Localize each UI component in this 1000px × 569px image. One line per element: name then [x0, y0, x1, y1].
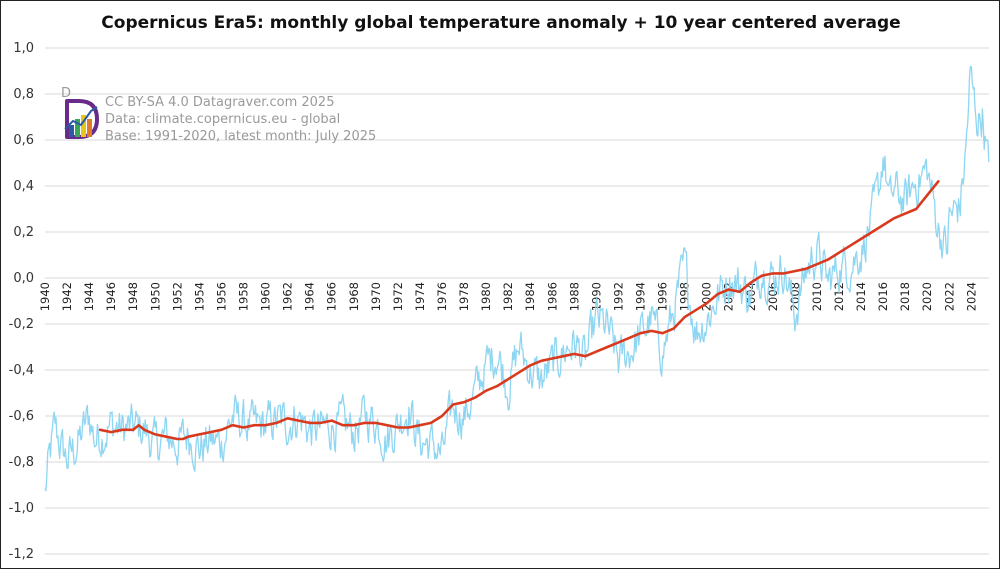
y-tick-label: -0,2: [9, 317, 34, 332]
x-tick-label: 1988: [567, 282, 581, 311]
x-tick-label: 1956: [214, 282, 228, 311]
logo-bar: [81, 115, 86, 137]
x-tick-label: 1952: [170, 282, 184, 311]
x-tick-label: 2000: [700, 282, 714, 311]
x-tick-label: 1940: [38, 282, 52, 311]
y-tick-label: -0,4: [9, 363, 34, 378]
x-tick-label: 1962: [281, 282, 295, 311]
x-tick-label: 1976: [435, 282, 449, 311]
x-tick-label: 1954: [192, 282, 206, 311]
monthly-anomaly-line: [44, 65, 990, 492]
x-tick-label: 1948: [126, 282, 140, 311]
credit-line-3: Base: 1991-2020, latest month: July 2025: [105, 129, 376, 144]
y-tick-labels: 1,0 0,8 0,6 0,4 0,2 0,0 -0,2 -0,4 -0,6 -0,8 -1,0 -1…: [9, 41, 34, 562]
x-tick-label: 1968: [347, 282, 361, 311]
x-tick-label: 1994: [634, 282, 648, 311]
y-tick-label: 1,0: [13, 41, 34, 56]
x-tick-labels: 1940 1942 1944 1946 1948 1950 1952 1954 1956 1958…: [38, 282, 978, 311]
x-tick-label: 2022: [942, 282, 956, 311]
x-tick-label: 2014: [854, 282, 868, 311]
credit-line-2: Data: climate.copernicus.eu - global: [105, 112, 340, 127]
x-tick-label: 1942: [60, 282, 74, 311]
x-tick-label: 1984: [523, 282, 537, 311]
x-tick-label: 1990: [589, 282, 603, 311]
datagraver-logo: D: [61, 86, 99, 139]
x-tick-label: 2024: [964, 282, 978, 311]
y-tick-label: 0,0: [13, 271, 34, 286]
ten-year-average-series: [98, 180, 940, 441]
logo-trend-line: [64, 106, 98, 130]
x-tick-label: 1958: [237, 282, 251, 311]
credit-line-1: CC BY-SA 4.0 Datagraver.com 2025: [105, 95, 334, 110]
monthly-anomaly-series: [44, 65, 990, 492]
x-tick-label: 1980: [479, 282, 493, 311]
x-tick-label: 2010: [810, 282, 824, 311]
x-tick-label: 1966: [325, 282, 339, 311]
x-tick-label: 1992: [611, 282, 625, 311]
y-tick-label: -0,6: [9, 409, 34, 424]
x-tick-label: 1982: [501, 282, 515, 311]
x-tick-label: 2006: [766, 282, 780, 311]
y-tick-label: -1,0: [9, 501, 34, 516]
logo-bar: [87, 119, 92, 137]
chart-title: Copernicus Era5: monthly global temperat…: [101, 13, 900, 33]
x-tick-label: 1944: [82, 282, 96, 311]
x-tick-label: 1972: [391, 282, 405, 311]
logo-letter: D: [61, 86, 71, 101]
x-tick-label: 2018: [898, 282, 912, 311]
y-tick-label: 0,4: [13, 179, 34, 194]
x-tick-label: 2020: [920, 282, 934, 311]
y-tick-label: 0,8: [13, 87, 34, 102]
x-tick-label: 2012: [832, 282, 846, 311]
y-tick-label: 0,2: [13, 225, 34, 240]
x-tick-label: 1978: [457, 282, 471, 311]
ten-year-average-line: [98, 180, 940, 441]
y-tick-label: -1,2: [9, 547, 34, 562]
x-tick-label: 1946: [104, 282, 118, 311]
logo-bar: [69, 125, 74, 137]
x-tick-label: 1996: [656, 282, 670, 311]
logo-bar: [75, 119, 80, 137]
y-tick-label: 0,6: [13, 133, 34, 148]
x-tick-label: 1964: [303, 282, 317, 311]
y-gridlines: [45, 47, 989, 555]
x-tick-label: 2016: [876, 282, 890, 311]
x-tick-label: 1950: [148, 282, 162, 311]
y-tick-label: -0,8: [9, 455, 34, 470]
x-tick-label: 1986: [545, 282, 559, 311]
x-tick-label: 1974: [413, 282, 427, 311]
x-tick-label: 1970: [369, 282, 383, 311]
x-tick-label: 1960: [259, 282, 273, 311]
